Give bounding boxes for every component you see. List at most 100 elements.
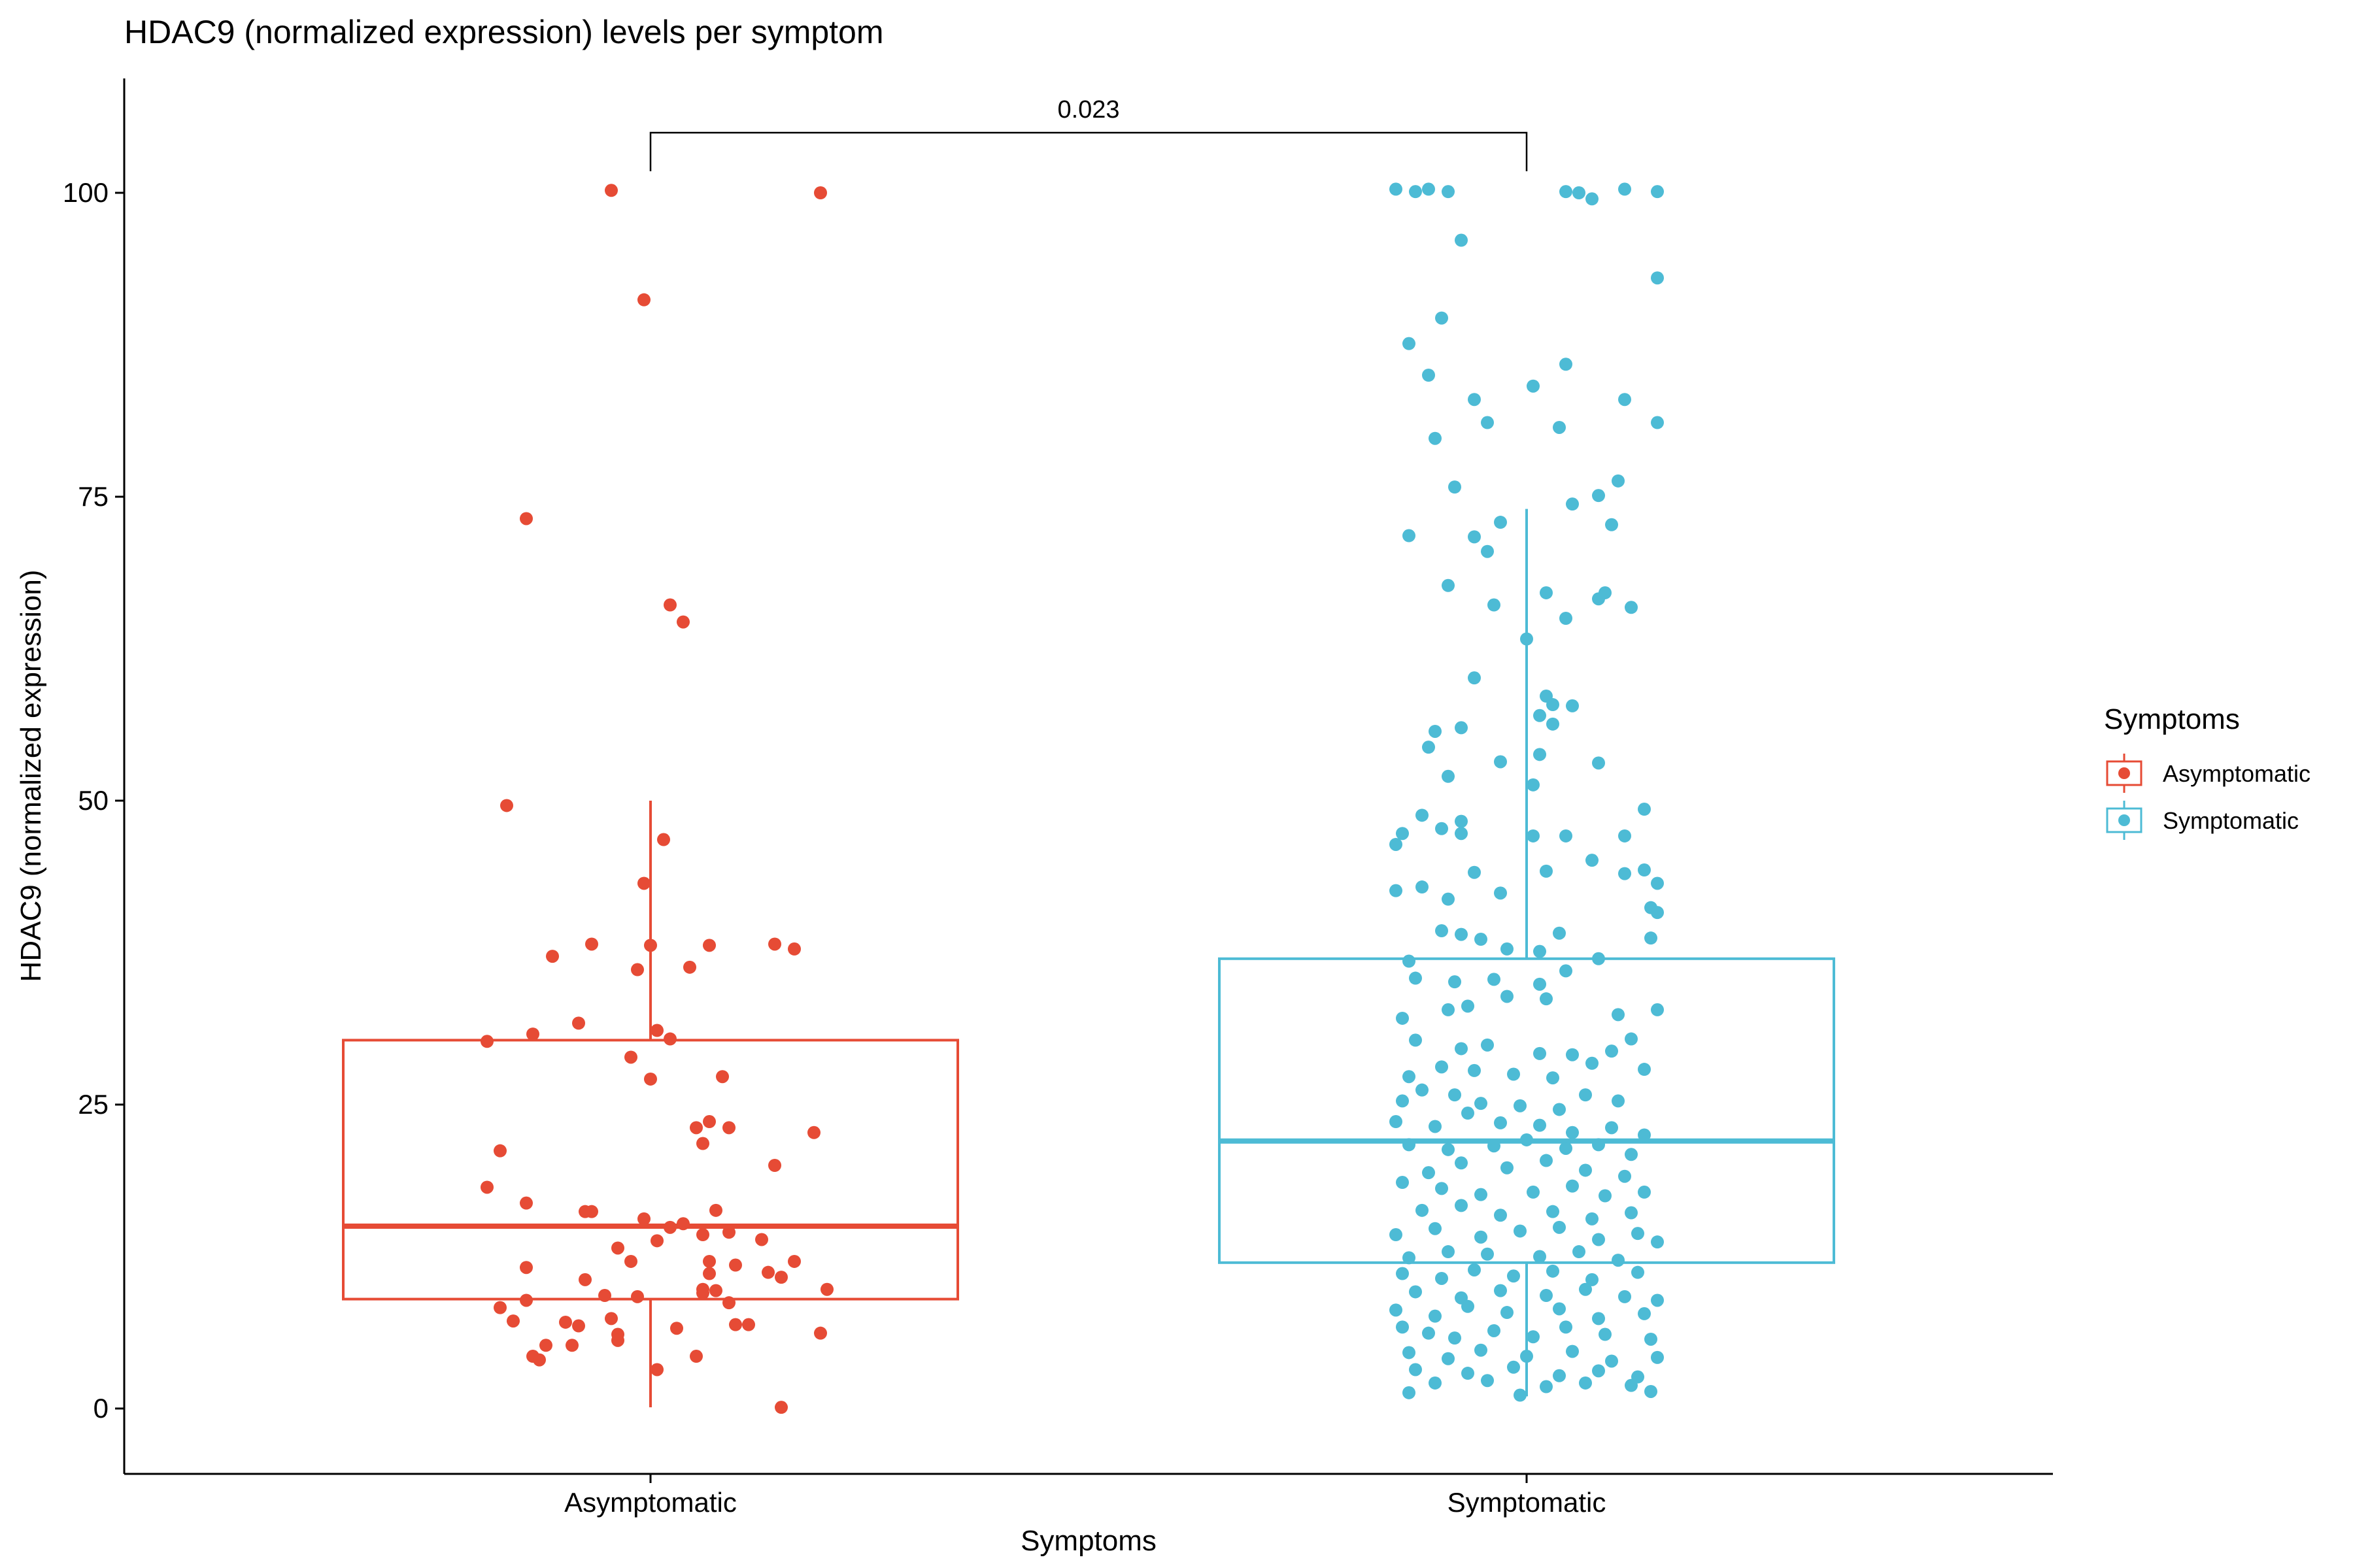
data-point: [559, 1315, 572, 1329]
data-point: [1566, 1344, 1579, 1358]
data-point: [1559, 1320, 1572, 1334]
data-point: [1422, 741, 1435, 754]
data-point: [579, 1273, 592, 1286]
data-point: [1618, 1290, 1631, 1303]
data-point: [1546, 1264, 1559, 1278]
data-point: [572, 1319, 585, 1333]
data-point: [1625, 1378, 1638, 1392]
data-point: [1638, 1185, 1651, 1199]
data-point: [1514, 1224, 1527, 1238]
data-point: [1625, 1032, 1638, 1046]
data-point: [631, 1290, 644, 1303]
data-point: [1435, 1060, 1448, 1074]
data-point: [788, 942, 801, 956]
data-point: [1481, 544, 1494, 558]
data-point: [722, 1121, 736, 1135]
data-point: [703, 1267, 716, 1280]
box-asymptomatic: [342, 801, 959, 1408]
data-point: [1474, 1343, 1487, 1357]
data-point: [1429, 1222, 1442, 1235]
data-point: [1455, 1042, 1468, 1056]
data-point: [703, 1254, 716, 1268]
data-point: [1389, 837, 1402, 851]
data-point: [1389, 182, 1402, 196]
data-point: [821, 1282, 834, 1296]
data-point: [742, 1318, 755, 1331]
data-point: [1474, 1188, 1487, 1201]
y-axis-ticks: 0 25 50 75 100: [63, 177, 124, 1424]
data-point: [481, 1035, 494, 1048]
data-point: [1553, 420, 1566, 434]
data-point: [507, 1314, 520, 1328]
data-point: [1468, 1063, 1481, 1077]
data-point: [1468, 865, 1481, 879]
data-point: [1474, 1097, 1487, 1110]
data-point: [1559, 829, 1572, 842]
data-point: [1442, 1143, 1455, 1156]
data-point: [1651, 906, 1664, 920]
data-point: [1618, 393, 1631, 407]
legend-title: Symptoms: [2104, 703, 2240, 735]
data-point: [1638, 803, 1651, 816]
data-point: [1585, 1056, 1599, 1070]
data-point: [1481, 1247, 1494, 1261]
data-point: [1402, 1346, 1415, 1359]
data-point: [572, 1016, 585, 1030]
data-point: [1468, 393, 1481, 407]
data-point: [1533, 748, 1546, 761]
data-point: [1559, 1141, 1572, 1155]
data-point: [1625, 1148, 1638, 1161]
data-point: [1474, 933, 1487, 946]
data-point: [1585, 1212, 1599, 1226]
data-point: [1455, 927, 1468, 941]
data-point: [566, 1339, 579, 1352]
data-point: [768, 1159, 781, 1172]
data-point: [807, 1126, 821, 1139]
data-point: [1487, 1324, 1500, 1337]
data-point: [1618, 1169, 1631, 1183]
data-point: [1533, 709, 1546, 722]
data-point: [1389, 1115, 1402, 1129]
data-point: [1559, 185, 1572, 199]
data-point: [1468, 530, 1481, 544]
data-point: [1651, 1235, 1664, 1249]
data-point: [1415, 1203, 1429, 1217]
data-point: [1435, 1271, 1448, 1285]
data-point: [1553, 1220, 1566, 1234]
data-point: [651, 1234, 664, 1248]
data-point: [664, 598, 677, 612]
data-point: [1402, 1138, 1415, 1152]
data-point: [1612, 1008, 1625, 1022]
data-point: [1494, 886, 1507, 900]
data-point: [1442, 1352, 1455, 1365]
data-point: [1415, 809, 1429, 822]
x-axis-title: Symptoms: [1021, 1525, 1157, 1557]
data-point: [670, 1322, 683, 1335]
data-point: [1546, 717, 1559, 731]
data-point: [1468, 671, 1481, 685]
data-point: [1533, 944, 1546, 958]
data-point: [1651, 271, 1664, 285]
data-point: [1429, 724, 1442, 738]
data-point: [1396, 1011, 1409, 1025]
data-point: [709, 1284, 722, 1297]
data-point: [1494, 1116, 1507, 1129]
data-point: [1605, 1044, 1618, 1058]
data-point: [533, 1353, 546, 1367]
data-point: [494, 1301, 507, 1314]
y-tick-label: 100: [63, 177, 109, 208]
data-point: [1579, 1282, 1592, 1296]
data-point: [611, 1333, 624, 1347]
data-point: [1520, 1350, 1533, 1363]
data-point: [696, 1286, 709, 1300]
data-point: [1612, 474, 1625, 488]
data-point: [1389, 884, 1402, 897]
data-point: [1429, 1376, 1442, 1390]
data-point: [1389, 1228, 1402, 1242]
data-point: [1579, 1376, 1592, 1390]
data-point: [1396, 1320, 1409, 1334]
data-point: [1553, 1302, 1566, 1316]
data-point: [1442, 892, 1455, 906]
data-point: [1481, 1038, 1494, 1052]
